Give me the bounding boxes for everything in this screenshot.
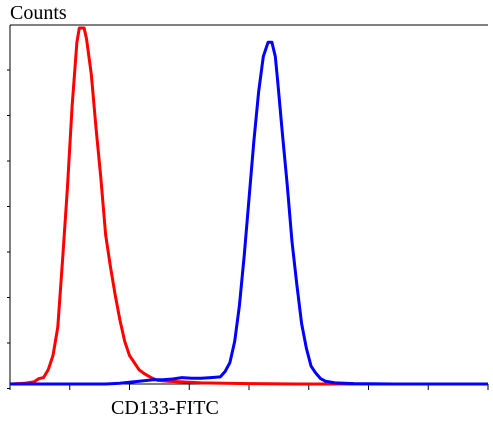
y-axis-label: Counts [10,2,67,24]
y-axis-ticks [7,69,10,389]
series-layer [9,26,488,386]
x-axis-label: CD133-FITC [111,397,219,419]
series-line-1 [9,26,488,386]
series-line-2 [10,40,488,386]
